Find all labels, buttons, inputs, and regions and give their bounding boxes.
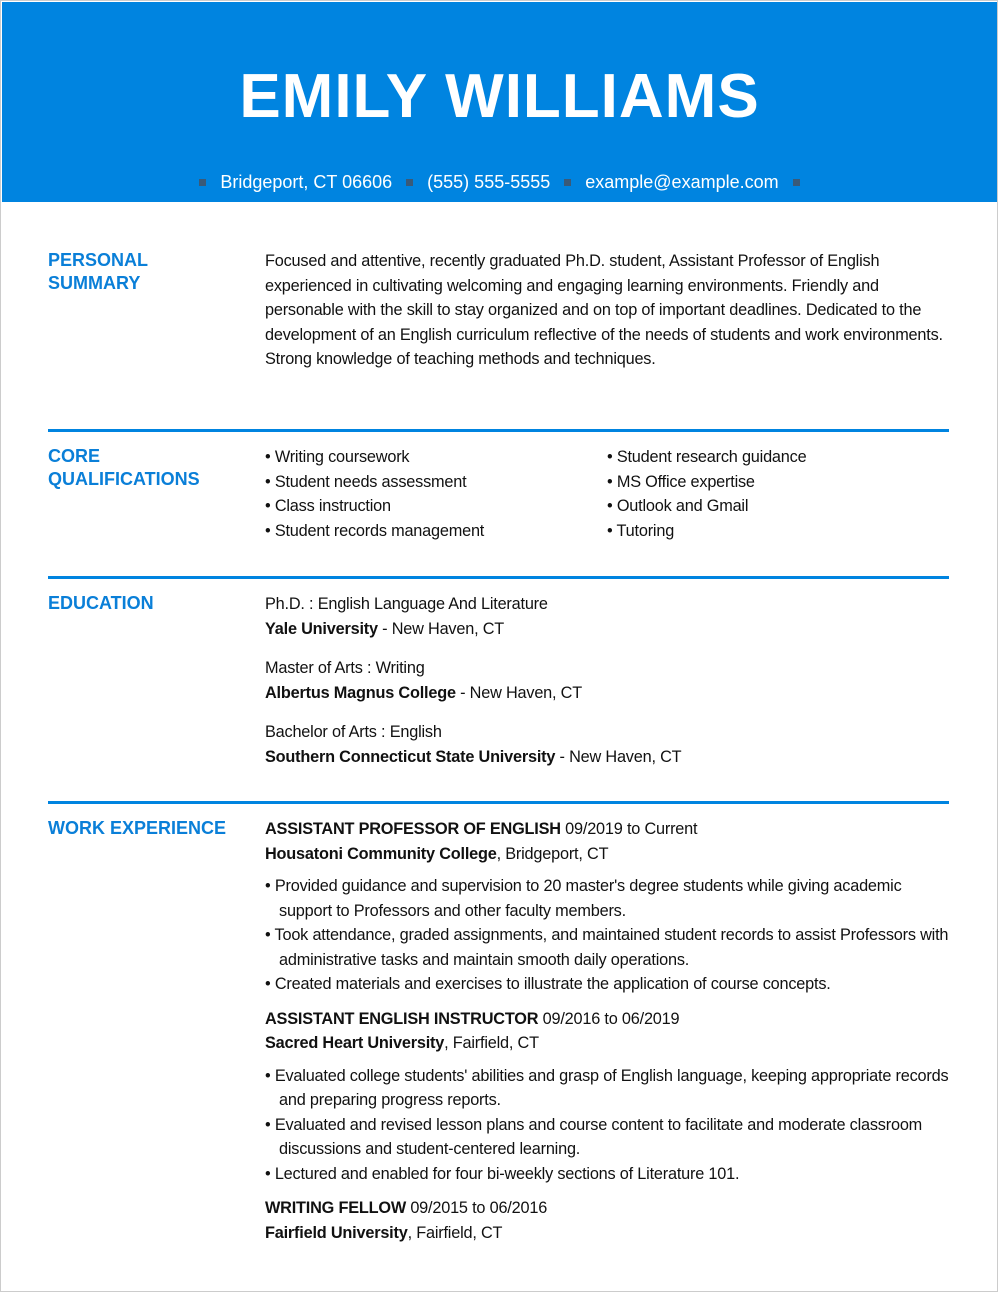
education-item: Ph.D. : English Language And Literature … <box>265 592 955 641</box>
square-bullet-icon <box>199 179 207 186</box>
employer: Fairfield University <box>265 1223 408 1242</box>
school-location: - New Haven, CT <box>455 683 582 702</box>
section-label: EDUCATION <box>48 593 154 613</box>
label-line: SUMMARY <box>48 273 141 293</box>
label-line: QUALIFICATIONS <box>48 469 200 489</box>
list-item: Took attendance, graded assignments, and… <box>265 923 955 972</box>
list-item: Writing coursework <box>265 445 607 470</box>
job-dates: 09/2016 to 06/2019 <box>538 1009 680 1028</box>
qualifications-list: Writing coursework Student needs assessm… <box>265 445 955 543</box>
job-bullets: Provided guidance and supervision to 20 … <box>265 874 955 997</box>
label-line: PERSONAL <box>48 250 149 270</box>
job-dates: 09/2019 to Current <box>560 820 698 838</box>
contact-line: Bridgeport, CT 06606 (555) 555-5555 exam… <box>2 172 997 193</box>
section-divider <box>48 576 949 579</box>
section-label: PERSONAL SUMMARY <box>48 249 248 295</box>
square-bullet-icon <box>564 179 572 186</box>
list-item: Lectured and enabled for four bi-weekly … <box>265 1162 955 1187</box>
list-item: Evaluated and revised lesson plans and c… <box>265 1113 955 1162</box>
location: Bridgeport, CT 06606 <box>220 172 393 192</box>
list-item: Outlook and Gmail <box>607 494 949 519</box>
list-item: Provided guidance and supervision to 20 … <box>265 874 955 923</box>
list-item: Evaluated college students' abilities an… <box>265 1064 955 1113</box>
degree: Master of Arts : Writing <box>265 659 425 677</box>
list-item: MS Office expertise <box>607 470 949 495</box>
school-location: - New Haven, CT <box>377 619 505 638</box>
resume-header: EMILY WILLIAMS Bridgeport, CT 06606 (555… <box>2 2 997 202</box>
school: Albertus Magnus College <box>265 683 456 702</box>
job-title: ASSISTANT PROFESSOR OF ENGLISH <box>265 820 561 838</box>
school-location: - New Haven, CT <box>555 747 682 766</box>
school: Southern Connecticut State University <box>265 747 556 766</box>
candidate-name: EMILY WILLIAMS <box>239 62 760 131</box>
section-divider <box>48 801 949 804</box>
section-divider <box>48 429 949 432</box>
employer-location: , Bridgeport, CT <box>496 844 609 863</box>
qualifications-column: Student research guidance MS Office expe… <box>607 445 949 543</box>
list-item: Created materials and exercises to illus… <box>265 972 955 997</box>
section-label: CORE QUALIFICATIONS <box>48 445 248 491</box>
section-label: WORK EXPERIENCE <box>48 818 227 838</box>
square-bullet-icon <box>406 179 414 186</box>
experience-list: ASSISTANT PROFESSOR OF ENGLISH 09/2019 t… <box>265 817 955 1245</box>
job-entry: WRITING FELLOW 09/2015 to 06/2016 Fairfi… <box>265 1196 955 1245</box>
school: Yale University <box>265 619 378 638</box>
square-bullet-icon <box>792 179 800 186</box>
job-entry: ASSISTANT ENGLISH INSTRUCTOR 09/2016 to … <box>265 1007 955 1187</box>
label-line: CORE <box>48 446 101 466</box>
employer-location: , Fairfield, CT <box>407 1223 503 1242</box>
email[interactable]: example@example.com <box>585 172 779 192</box>
employer-location: , Fairfield, CT <box>444 1034 539 1052</box>
qualifications-column: Writing coursework Student needs assessm… <box>265 445 607 543</box>
list-item: Student records management <box>265 519 607 544</box>
job-title: WRITING FELLOW <box>265 1199 406 1217</box>
list-item: Tutoring <box>607 519 949 544</box>
employer: Housatoni Community College <box>265 844 497 863</box>
job-dates: 09/2015 to 06/2016 <box>406 1199 548 1217</box>
list-item: Student research guidance <box>607 445 949 470</box>
list-item: Student needs assessment <box>265 470 607 495</box>
employer: Sacred Heart University <box>265 1034 445 1052</box>
degree: Ph.D. : English Language And Literature <box>265 595 548 613</box>
list-item: Class instruction <box>265 494 607 519</box>
education-list: Ph.D. : English Language And Literature … <box>265 592 955 784</box>
summary-text: Focused and attentive, recently graduate… <box>265 252 943 368</box>
degree: Bachelor of Arts : English <box>265 723 442 741</box>
education-item: Bachelor of Arts : English Southern Conn… <box>265 720 955 769</box>
job-bullets: Evaluated college students' abilities an… <box>265 1064 955 1187</box>
education-item: Master of Arts : Writing Albertus Magnus… <box>265 656 955 705</box>
job-title: ASSISTANT ENGLISH INSTRUCTOR <box>265 1009 539 1028</box>
phone: (555) 555-5555 <box>427 172 551 192</box>
job-entry: ASSISTANT PROFESSOR OF ENGLISH 09/2019 t… <box>265 817 955 997</box>
